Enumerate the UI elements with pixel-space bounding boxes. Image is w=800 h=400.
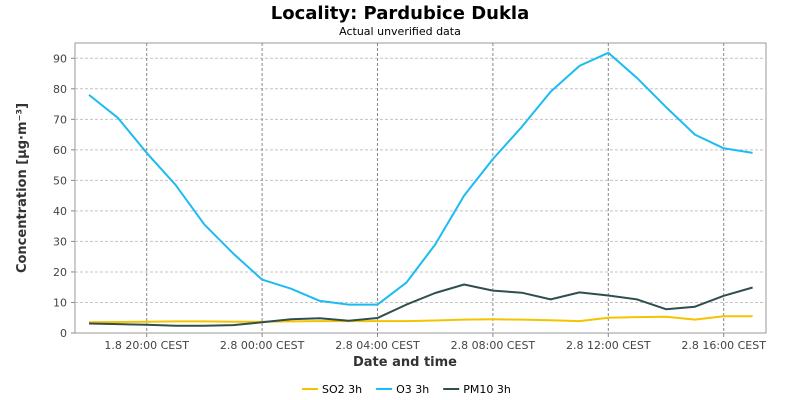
grid-lines: [75, 43, 766, 333]
y-axis-label: Concentration [µg·m⁻³]: [15, 103, 30, 273]
x-axis-label: Date and time: [353, 355, 457, 370]
x-tick-label: 2.8 04:00 CEST: [335, 339, 420, 352]
x-tick-label: 2.8 08:00 CEST: [451, 339, 536, 352]
chart-subtitle: Actual unverified data: [339, 25, 461, 38]
y-tick-label: 80: [53, 83, 67, 96]
series-line-pm10-3h: [88, 283, 753, 327]
legend-label-so2-3h: SO2 3h: [322, 383, 362, 396]
y-tick-label: 0: [60, 327, 67, 340]
legend-label-pm10-3h: PM10 3h: [463, 383, 511, 396]
x-axis: 1.8 20:00 CEST 2.8 00:00 CEST 2.8 04:00 CE…: [104, 333, 766, 352]
series-lines: [88, 51, 753, 327]
y-tick-label: 60: [53, 144, 67, 157]
series-line-o3-3h: [88, 51, 753, 306]
chart-title: Locality: Pardubice Dukla: [271, 3, 529, 24]
y-tick-label: 70: [53, 113, 67, 126]
y-tick-label: 40: [53, 205, 67, 218]
y-tick-label: 30: [53, 235, 67, 248]
y-tick-label: 20: [53, 266, 67, 279]
y-tick-label: 50: [53, 174, 67, 187]
series-line-so2-3h: [88, 315, 753, 324]
legend-label-o3-3h: O3 3h: [396, 383, 429, 396]
x-tick-label: 2.8 00:00 CEST: [220, 339, 305, 352]
x-tick-label: 1.8 20:00 CEST: [104, 339, 189, 352]
y-tick-label: 10: [53, 296, 67, 309]
legend: SO2 3h O3 3h PM10 3h: [302, 383, 511, 396]
y-axis: 0 10 20 30 40 50 60 70 80 90: [53, 52, 75, 340]
x-tick-label: 2.8 12:00 CEST: [566, 339, 651, 352]
x-tick-label: 2.8 16:00 CEST: [681, 339, 766, 352]
y-tick-label: 90: [53, 52, 67, 65]
